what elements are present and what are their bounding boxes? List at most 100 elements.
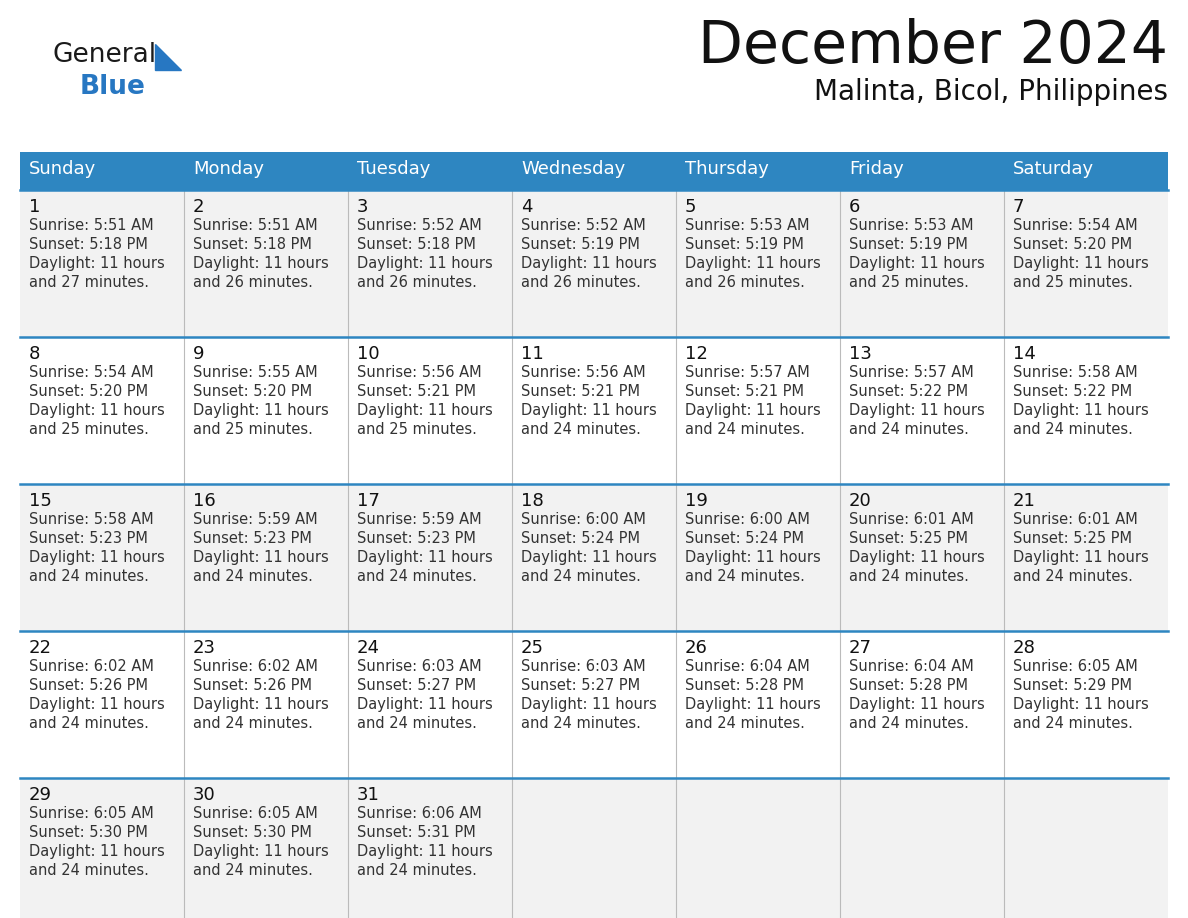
Text: and 24 minutes.: and 24 minutes. — [29, 569, 148, 584]
Text: Saturday: Saturday — [1013, 160, 1094, 178]
Bar — [348, 484, 512, 631]
Text: Blue: Blue — [80, 74, 146, 100]
Text: Friday: Friday — [849, 160, 904, 178]
Text: Daylight: 11 hours: Daylight: 11 hours — [685, 256, 821, 271]
Text: Daylight: 11 hours: Daylight: 11 hours — [1013, 256, 1149, 271]
Text: 22: 22 — [29, 639, 52, 657]
Text: 7: 7 — [1013, 198, 1024, 216]
Bar — [512, 190, 676, 337]
Text: and 24 minutes.: and 24 minutes. — [29, 716, 148, 731]
Text: 6: 6 — [849, 198, 860, 216]
Text: Daylight: 11 hours: Daylight: 11 hours — [358, 403, 493, 418]
Text: Sunrise: 5:59 AM: Sunrise: 5:59 AM — [358, 512, 481, 527]
Text: Sunset: 5:23 PM: Sunset: 5:23 PM — [358, 531, 476, 546]
Text: and 24 minutes.: and 24 minutes. — [849, 422, 969, 437]
Text: Sunrise: 5:58 AM: Sunrise: 5:58 AM — [29, 512, 153, 527]
Text: Sunrise: 6:05 AM: Sunrise: 6:05 AM — [192, 806, 317, 821]
Text: Daylight: 11 hours: Daylight: 11 hours — [685, 697, 821, 712]
Bar — [184, 337, 348, 484]
Bar — [1004, 337, 1168, 484]
Text: Sunrise: 6:00 AM: Sunrise: 6:00 AM — [522, 512, 646, 527]
Text: 5: 5 — [685, 198, 696, 216]
Text: 30: 30 — [192, 786, 216, 804]
Text: December 2024: December 2024 — [699, 18, 1168, 75]
Text: 12: 12 — [685, 345, 708, 363]
Text: Daylight: 11 hours: Daylight: 11 hours — [192, 256, 329, 271]
Text: 24: 24 — [358, 639, 380, 657]
Bar — [1004, 631, 1168, 778]
Text: and 25 minutes.: and 25 minutes. — [1013, 275, 1133, 290]
Bar — [184, 484, 348, 631]
Text: Daylight: 11 hours: Daylight: 11 hours — [358, 256, 493, 271]
Text: Sunrise: 6:06 AM: Sunrise: 6:06 AM — [358, 806, 482, 821]
Text: and 24 minutes.: and 24 minutes. — [849, 716, 969, 731]
Text: Sunrise: 6:04 AM: Sunrise: 6:04 AM — [849, 659, 974, 674]
Text: and 24 minutes.: and 24 minutes. — [685, 422, 805, 437]
Text: Sunrise: 6:01 AM: Sunrise: 6:01 AM — [1013, 512, 1138, 527]
Text: Sunrise: 5:56 AM: Sunrise: 5:56 AM — [358, 365, 481, 380]
Text: Sunset: 5:22 PM: Sunset: 5:22 PM — [849, 384, 968, 399]
Text: Sunrise: 5:52 AM: Sunrise: 5:52 AM — [522, 218, 646, 233]
Bar — [184, 778, 348, 918]
Bar — [1004, 152, 1168, 190]
Bar — [348, 778, 512, 918]
Text: Sunset: 5:20 PM: Sunset: 5:20 PM — [1013, 237, 1132, 252]
Bar — [348, 631, 512, 778]
Text: Daylight: 11 hours: Daylight: 11 hours — [849, 403, 985, 418]
Text: 19: 19 — [685, 492, 708, 510]
Text: Sunset: 5:18 PM: Sunset: 5:18 PM — [29, 237, 147, 252]
Text: 11: 11 — [522, 345, 544, 363]
Text: Sunset: 5:21 PM: Sunset: 5:21 PM — [685, 384, 804, 399]
Bar — [20, 152, 184, 190]
Text: Sunrise: 6:03 AM: Sunrise: 6:03 AM — [522, 659, 645, 674]
Bar — [676, 337, 840, 484]
Bar — [676, 190, 840, 337]
Text: Sunrise: 5:57 AM: Sunrise: 5:57 AM — [685, 365, 810, 380]
Bar — [348, 190, 512, 337]
Text: 17: 17 — [358, 492, 380, 510]
Text: Daylight: 11 hours: Daylight: 11 hours — [1013, 550, 1149, 565]
Bar — [512, 631, 676, 778]
Bar — [184, 631, 348, 778]
Text: 2: 2 — [192, 198, 204, 216]
Text: and 24 minutes.: and 24 minutes. — [29, 863, 148, 878]
Text: Daylight: 11 hours: Daylight: 11 hours — [192, 550, 329, 565]
Text: Sunrise: 5:53 AM: Sunrise: 5:53 AM — [849, 218, 973, 233]
Bar — [20, 778, 184, 918]
Text: Sunset: 5:23 PM: Sunset: 5:23 PM — [29, 531, 147, 546]
Text: Sunset: 5:25 PM: Sunset: 5:25 PM — [1013, 531, 1132, 546]
Text: Sunrise: 5:51 AM: Sunrise: 5:51 AM — [192, 218, 317, 233]
Bar — [676, 778, 840, 918]
Bar — [1004, 190, 1168, 337]
Text: Daylight: 11 hours: Daylight: 11 hours — [358, 550, 493, 565]
Text: and 26 minutes.: and 26 minutes. — [192, 275, 312, 290]
Bar — [512, 152, 676, 190]
Text: Sunrise: 5:55 AM: Sunrise: 5:55 AM — [192, 365, 317, 380]
Text: 10: 10 — [358, 345, 380, 363]
Text: 18: 18 — [522, 492, 544, 510]
Text: 13: 13 — [849, 345, 872, 363]
Text: 16: 16 — [192, 492, 216, 510]
Text: 15: 15 — [29, 492, 52, 510]
Text: Daylight: 11 hours: Daylight: 11 hours — [522, 256, 657, 271]
Text: and 24 minutes.: and 24 minutes. — [522, 716, 640, 731]
Text: Daylight: 11 hours: Daylight: 11 hours — [29, 550, 165, 565]
Text: and 24 minutes.: and 24 minutes. — [192, 863, 312, 878]
Text: Sunrise: 5:58 AM: Sunrise: 5:58 AM — [1013, 365, 1138, 380]
Text: Sunset: 5:19 PM: Sunset: 5:19 PM — [685, 237, 804, 252]
Bar — [512, 337, 676, 484]
Text: General: General — [52, 42, 156, 68]
Bar — [348, 152, 512, 190]
Bar — [840, 778, 1004, 918]
Text: Malinta, Bicol, Philippines: Malinta, Bicol, Philippines — [814, 78, 1168, 106]
Text: 9: 9 — [192, 345, 204, 363]
Text: Monday: Monday — [192, 160, 264, 178]
Bar — [184, 190, 348, 337]
Text: Sunset: 5:28 PM: Sunset: 5:28 PM — [849, 678, 968, 693]
Text: Daylight: 11 hours: Daylight: 11 hours — [685, 403, 821, 418]
Text: Sunset: 5:19 PM: Sunset: 5:19 PM — [849, 237, 968, 252]
Bar — [1004, 778, 1168, 918]
Bar — [676, 484, 840, 631]
Text: Sunrise: 6:03 AM: Sunrise: 6:03 AM — [358, 659, 481, 674]
Text: 28: 28 — [1013, 639, 1036, 657]
